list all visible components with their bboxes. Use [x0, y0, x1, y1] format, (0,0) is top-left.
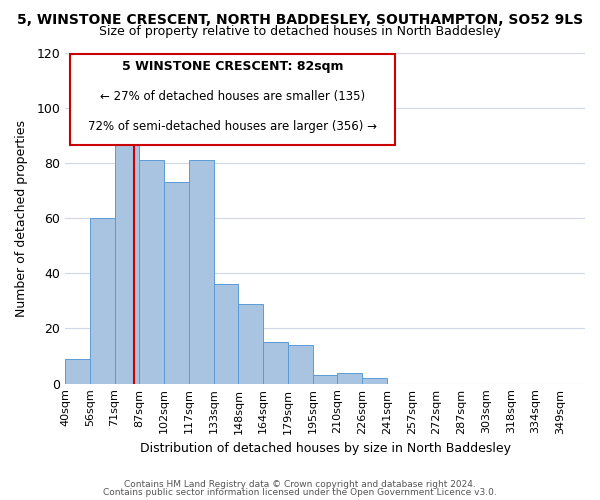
Bar	[214, 284, 238, 384]
Text: 72% of semi-detached houses are larger (356) →: 72% of semi-detached houses are larger (…	[88, 120, 377, 132]
FancyBboxPatch shape	[70, 54, 395, 145]
Bar	[362, 378, 387, 384]
Bar	[90, 218, 115, 384]
X-axis label: Distribution of detached houses by size in North Baddesley: Distribution of detached houses by size …	[140, 442, 511, 455]
Bar	[337, 372, 362, 384]
Bar	[164, 182, 189, 384]
Text: ← 27% of detached houses are smaller (135): ← 27% of detached houses are smaller (13…	[100, 90, 365, 103]
Text: Size of property relative to detached houses in North Baddesley: Size of property relative to detached ho…	[99, 25, 501, 38]
Text: Contains public sector information licensed under the Open Government Licence v3: Contains public sector information licen…	[103, 488, 497, 497]
Bar	[238, 304, 263, 384]
Bar	[288, 345, 313, 384]
Bar	[263, 342, 288, 384]
Bar	[313, 376, 337, 384]
Bar	[139, 160, 164, 384]
Text: 5 WINSTONE CRESCENT: 82sqm: 5 WINSTONE CRESCENT: 82sqm	[122, 60, 343, 73]
Y-axis label: Number of detached properties: Number of detached properties	[15, 120, 28, 316]
Text: Contains HM Land Registry data © Crown copyright and database right 2024.: Contains HM Land Registry data © Crown c…	[124, 480, 476, 489]
Bar	[65, 359, 90, 384]
Text: 5, WINSTONE CRESCENT, NORTH BADDESLEY, SOUTHAMPTON, SO52 9LS: 5, WINSTONE CRESCENT, NORTH BADDESLEY, S…	[17, 12, 583, 26]
Bar	[189, 160, 214, 384]
Bar	[115, 136, 139, 384]
